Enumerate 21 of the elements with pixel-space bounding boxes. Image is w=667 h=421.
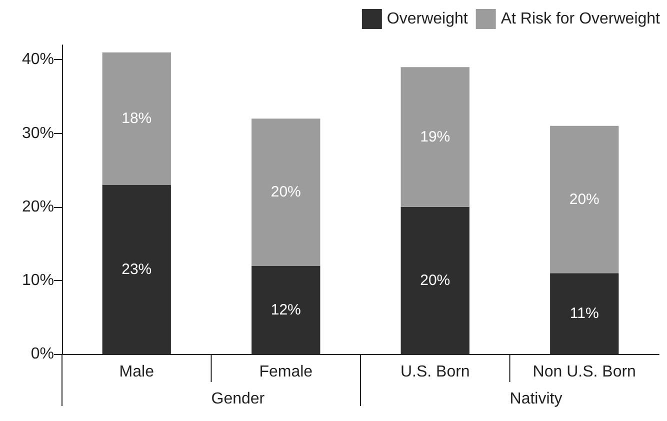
data-label: 20% <box>569 191 600 208</box>
legend-label: Overweight <box>386 10 468 28</box>
data-label: 12% <box>270 301 301 318</box>
data-label: 20% <box>420 272 450 289</box>
text: Gender <box>211 390 266 408</box>
data-label: 20% <box>270 184 301 201</box>
legend-label: At Risk for Overweight <box>500 10 661 28</box>
y-tick-label: 20% <box>22 198 54 216</box>
y-tick-label: 40% <box>22 51 54 68</box>
x-tick-label: Non U.S. Born <box>532 364 636 380</box>
data-label: 19% <box>420 128 450 146</box>
x-tick-label: Male <box>119 364 154 380</box>
x-tick-label: Female <box>259 364 313 380</box>
x-tick-label: U.S. Born <box>400 364 470 380</box>
data-label: 18% <box>122 110 152 128</box>
y-tick-label: 10% <box>22 272 54 289</box>
data-label: 23% <box>122 260 152 278</box>
y-tick-label: 30% <box>22 124 54 142</box>
text: Nativity <box>510 390 562 408</box>
data-label: 11% <box>570 305 599 322</box>
y-tick-label: 0% <box>30 346 54 362</box>
